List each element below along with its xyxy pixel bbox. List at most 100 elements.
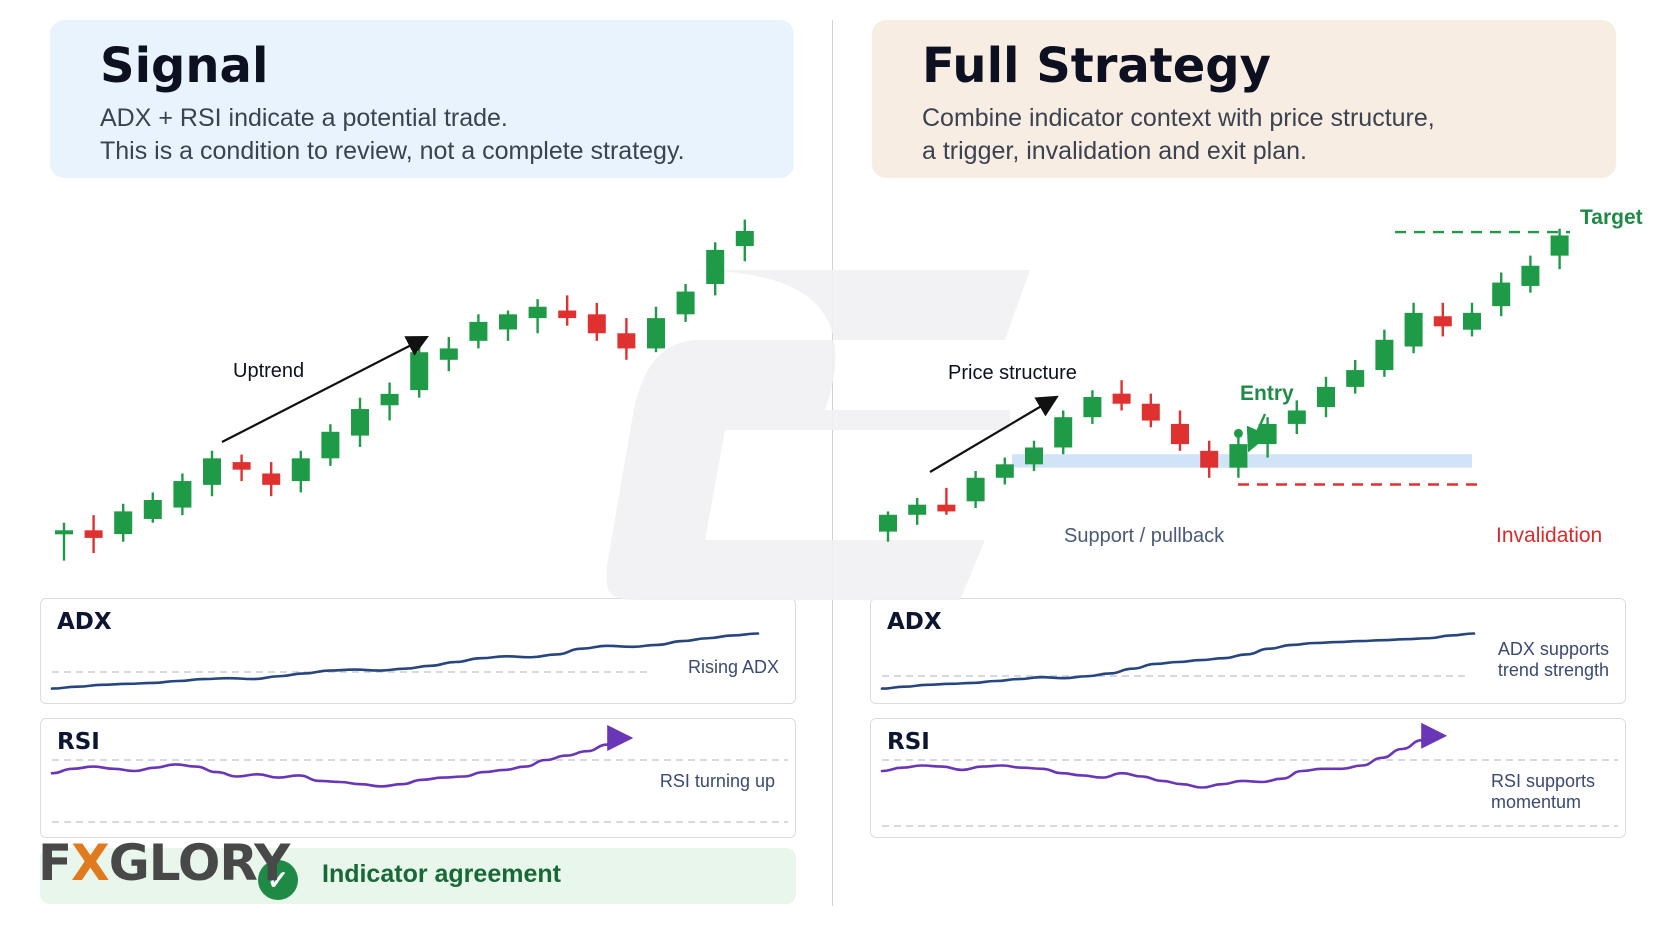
candle-body: [1025, 447, 1043, 465]
candle-body: [173, 481, 192, 508]
candle-body: [1521, 265, 1540, 286]
signal-price-candle-1: [84, 515, 103, 554]
signal-price-candle-14: [469, 314, 488, 349]
strategy-price-candle-1: [908, 497, 927, 525]
signal-rsi-title: RSI: [57, 729, 100, 755]
price-structure-arrow-icon: [929, 395, 1059, 473]
candle-body: [1317, 386, 1335, 408]
candle-body: [587, 314, 606, 334]
strategy-price-candle-17: [1375, 329, 1394, 377]
strategy-price-candle-18: [1404, 302, 1423, 354]
strategy-price-candle-12: [1229, 437, 1248, 478]
strategy-price-candle-22: [1521, 255, 1540, 293]
signal-adx-title: ADX: [57, 609, 112, 635]
signal-price-candle-15: [499, 310, 517, 341]
candle-body: [439, 348, 458, 360]
strategy-price-candle-8: [1112, 380, 1131, 411]
signal-price-candle-8: [291, 450, 310, 493]
signal-price-candle-4: [173, 473, 192, 516]
strategy-rsi-note-line-1: RSI supports: [1490, 771, 1595, 791]
candle-body: [203, 458, 221, 485]
candle-body: [1375, 339, 1394, 371]
candle-body: [232, 462, 251, 470]
candle-body: [291, 458, 310, 482]
candle-body: [1404, 312, 1423, 347]
strategy-price-candle-9: [1141, 393, 1160, 428]
candle-body: [84, 530, 103, 538]
strategy-price-candle-4: [995, 457, 1014, 485]
candle-body: [262, 473, 281, 485]
strategy-price-candle-5: [1025, 440, 1043, 472]
strategy-price-candle-3: [966, 471, 985, 509]
candle-body: [321, 431, 340, 459]
panel-divider: [832, 20, 833, 906]
candle-body: [143, 500, 162, 519]
strategy-adx-note: ADX supports trend strength: [1498, 639, 1609, 681]
candle-body: [1054, 417, 1073, 448]
strategy-rsi-box: RSI RSI supports momentum: [870, 718, 1626, 838]
strategy-subtitle-line-2: a trigger, invalidation and exit plan.: [922, 136, 1307, 165]
candle-body: [1463, 312, 1481, 330]
candle-body: [1346, 370, 1365, 387]
strategy-candles: [879, 228, 1569, 542]
strategy-header: Full Strategy Combine indicator context …: [872, 20, 1616, 178]
strategy-price-candle-11: [1200, 440, 1219, 478]
signal-adx-box: ADX Rising ADX: [40, 598, 796, 704]
strategy-rsi-title: RSI: [887, 729, 930, 755]
strategy-price-candle-20: [1463, 302, 1481, 337]
signal-price-candle-20: [647, 306, 665, 353]
signal-rsi-box: RSI RSI turning up: [40, 718, 796, 838]
signal-price-candle-21: [676, 284, 695, 322]
candle-body: [966, 477, 985, 502]
candle-body: [410, 352, 429, 391]
strategy-rsi-line: [880, 722, 1448, 789]
candle-body: [528, 306, 547, 319]
signal-header: Signal ADX + RSI indicate a potential tr…: [50, 20, 794, 178]
candle-body: [706, 249, 725, 284]
strategy-title: Full Strategy: [922, 38, 1271, 94]
strategy-price-candle-15: [1317, 376, 1335, 418]
candle-body: [995, 464, 1014, 478]
signal-price-candle-3: [143, 492, 162, 523]
candle-body: [1258, 423, 1277, 445]
candle-body: [351, 409, 369, 436]
price-structure-label: Price structure: [948, 362, 1077, 384]
candle-body: [1171, 423, 1189, 445]
logo-text-x: X: [71, 834, 110, 892]
candle-body: [1083, 397, 1102, 418]
strategy-price-candle-14: [1287, 400, 1306, 435]
strategy-subtitle-line-1: Combine indicator context with price str…: [922, 103, 1435, 132]
strategy-price-candle-7: [1083, 390, 1102, 424]
signal-rsi-line: [50, 725, 634, 788]
candle-body: [1229, 444, 1248, 468]
candle-body: [735, 230, 754, 247]
strategy-price-candle-6: [1054, 410, 1073, 455]
logo-text-glory: GLORY: [108, 834, 291, 892]
signal-price-candle-19: [617, 318, 636, 360]
candle-body: [937, 504, 956, 512]
signal-price-candle-17: [558, 295, 577, 326]
signal-price-candle-9: [321, 424, 340, 466]
signal-subtitle-line-1: ADX + RSI indicate a potential trade.: [100, 103, 508, 132]
watermark-shape: [606, 270, 1030, 600]
indicator-agreement-label: Indicator agreement: [322, 860, 561, 888]
signal-rsi-note: RSI turning up: [659, 771, 775, 791]
candle-body: [499, 314, 517, 330]
signal-price-candle-6: [232, 454, 251, 482]
strategy-rsi-note: RSI supports momentum: [1491, 771, 1595, 813]
check-circle-icon: ✓: [258, 860, 298, 900]
signal-price-candle-0: [55, 522, 73, 561]
strategy-price-candle-16: [1346, 359, 1365, 394]
invalidation-label: Invalidation: [1496, 524, 1603, 547]
strategy-price-candle-21: [1492, 272, 1511, 317]
candle-body: [1200, 450, 1219, 468]
strategy-adx-line: [880, 632, 1476, 690]
candle-body: [1492, 282, 1511, 307]
strategy-price-candle-19: [1433, 302, 1452, 337]
signal-candles: [55, 219, 754, 561]
candle-body: [1433, 316, 1452, 327]
strategy-rsi-note-line-2: momentum: [1490, 792, 1581, 812]
strategy-price-candle-0: [879, 511, 897, 542]
fxglory-logo: FXGLORY: [38, 834, 291, 892]
